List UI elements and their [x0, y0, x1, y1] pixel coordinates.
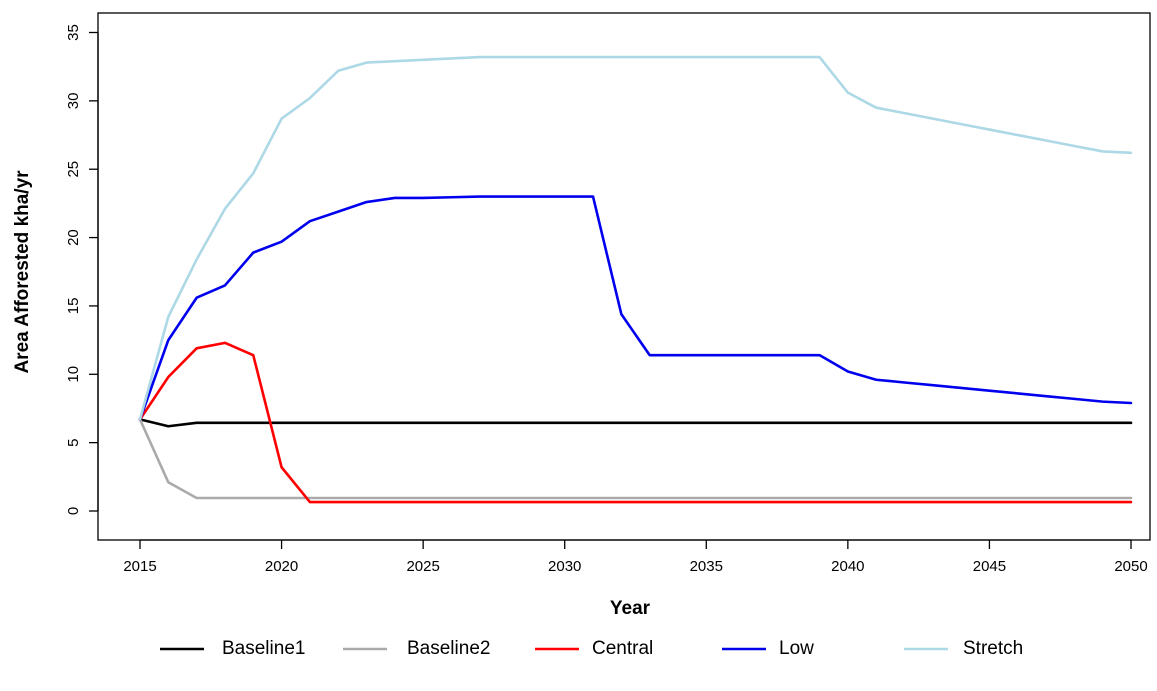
x-tick-label: 2035: [690, 558, 723, 575]
x-tick-label: 2040: [831, 558, 864, 575]
series-line-baseline1: [138, 418, 1133, 428]
series-line-low: [138, 195, 1133, 421]
x-tick-label: 2015: [123, 558, 156, 575]
legend-label-baseline1: Baseline1: [222, 638, 305, 659]
x-axis-label: Year: [610, 598, 651, 619]
y-tick-label: 5: [65, 438, 82, 446]
x-tick-label: 2030: [548, 558, 581, 575]
y-tick-label: 10: [65, 366, 82, 383]
legend-label-baseline2: Baseline2: [407, 638, 490, 659]
y-axis-label: Area Afforested kha/yr: [12, 170, 33, 374]
y-tick-label: 0: [65, 507, 82, 515]
y-tick-label: 25: [65, 161, 82, 178]
legend-label-central: Central: [592, 638, 653, 659]
series-layer: [138, 55, 1133, 504]
series-line-central: [138, 341, 1133, 504]
y-tick-label: 15: [65, 298, 82, 315]
legend-label-low: Low: [779, 638, 814, 659]
plot-frame: [97, 12, 1151, 541]
y-axis: 0 5 10 15 20 25 30 35: [65, 24, 99, 515]
series-line-stretch: [138, 55, 1133, 421]
legend: Baseline1 Baseline2 Central Low Stretch: [160, 638, 1023, 659]
x-tick-label: 2050: [1114, 558, 1147, 575]
y-tick-label: 20: [65, 229, 82, 246]
x-tick-label: 2025: [406, 558, 439, 575]
x-tick-label: 2020: [265, 558, 298, 575]
legend-label-stretch: Stretch: [963, 638, 1023, 659]
y-tick-label: 35: [65, 24, 82, 41]
series-line-baseline2: [138, 418, 1133, 500]
y-tick-label: 30: [65, 93, 82, 110]
x-axis: 2015 2020 2025 2030 2035 2040 2045 2050: [123, 539, 1148, 575]
x-tick-label: 2045: [973, 558, 1006, 575]
